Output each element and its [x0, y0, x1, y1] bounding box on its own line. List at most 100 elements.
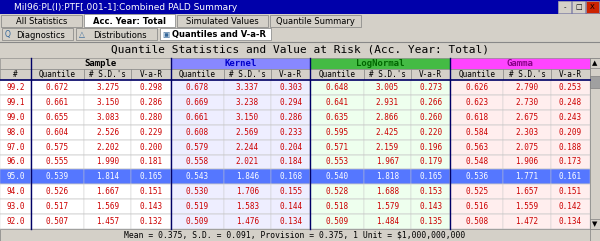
Text: 97.0: 97.0 — [6, 142, 25, 152]
Bar — [450, 95, 503, 110]
Bar — [0, 14, 600, 28]
Text: 0.253: 0.253 — [559, 83, 582, 92]
Bar — [0, 28, 600, 42]
Bar — [131, 125, 170, 140]
Bar — [84, 169, 131, 184]
Text: 0.143: 0.143 — [419, 202, 442, 211]
Text: 1.667: 1.667 — [96, 187, 119, 196]
Bar — [0, 80, 31, 95]
Text: 1.657: 1.657 — [515, 187, 539, 196]
Bar — [224, 80, 271, 95]
Text: Quantile: Quantile — [179, 70, 215, 79]
Bar — [450, 125, 503, 140]
Text: 0.604: 0.604 — [46, 128, 69, 137]
Text: 0.648: 0.648 — [325, 83, 349, 92]
Bar — [572, 1, 585, 13]
Text: 0.248: 0.248 — [559, 98, 582, 107]
Text: # S.D.'s: # S.D.'s — [509, 70, 545, 79]
Text: 0.519: 0.519 — [185, 202, 209, 211]
Bar — [170, 80, 224, 95]
Bar — [0, 0, 600, 14]
Bar — [503, 69, 551, 80]
Text: 1.818: 1.818 — [376, 172, 399, 181]
Bar — [131, 80, 170, 95]
Bar — [31, 69, 84, 80]
Text: 0.575: 0.575 — [46, 142, 69, 152]
Bar — [84, 214, 131, 229]
Text: 0.200: 0.200 — [139, 142, 163, 152]
Text: V-a-R: V-a-R — [279, 70, 302, 79]
Text: 1.906: 1.906 — [515, 157, 539, 167]
Bar — [310, 140, 364, 154]
Bar — [0, 42, 600, 58]
Bar — [310, 154, 364, 169]
Bar — [1, 15, 82, 27]
Text: 3.083: 3.083 — [96, 113, 119, 122]
Bar — [0, 199, 31, 214]
Bar — [31, 80, 84, 95]
Bar — [411, 140, 450, 154]
Bar — [310, 110, 364, 125]
Text: 2.790: 2.790 — [515, 83, 539, 92]
Bar — [170, 154, 224, 169]
Bar — [551, 199, 590, 214]
Text: 0.678: 0.678 — [185, 83, 209, 92]
Bar — [411, 184, 450, 199]
Bar — [84, 154, 131, 169]
Bar — [271, 80, 310, 95]
Bar — [224, 214, 271, 229]
Bar — [364, 154, 411, 169]
Bar — [0, 69, 31, 80]
Bar — [503, 125, 551, 140]
Bar — [450, 69, 503, 80]
Text: ▼: ▼ — [592, 221, 598, 227]
Text: 1.579: 1.579 — [376, 202, 399, 211]
Bar — [411, 110, 450, 125]
Text: Simulated Values: Simulated Values — [186, 16, 259, 26]
Text: 0.286: 0.286 — [139, 98, 163, 107]
Bar — [170, 184, 224, 199]
Text: 0.286: 0.286 — [279, 113, 302, 122]
Text: □: □ — [575, 4, 582, 10]
Text: 0.196: 0.196 — [419, 142, 442, 152]
Text: 0.179: 0.179 — [419, 157, 442, 167]
Bar — [271, 110, 310, 125]
Bar — [31, 169, 84, 184]
Bar — [170, 125, 224, 140]
Text: 0.555: 0.555 — [46, 157, 69, 167]
Text: 0.229: 0.229 — [139, 128, 163, 137]
Bar — [411, 169, 450, 184]
Text: 0.155: 0.155 — [279, 187, 302, 196]
Bar — [551, 95, 590, 110]
Bar — [450, 214, 503, 229]
Text: Mean = 0.375, S.D. = 0.091, Provision = 0.375, 1 Unit = $1,000,000,000: Mean = 0.375, S.D. = 0.091, Provision = … — [124, 230, 466, 240]
Bar — [170, 69, 224, 80]
Text: 0.151: 0.151 — [559, 187, 582, 196]
Text: 0.134: 0.134 — [559, 217, 582, 226]
Text: 93.0: 93.0 — [6, 202, 25, 211]
Text: 2.202: 2.202 — [96, 142, 119, 152]
Bar — [551, 184, 590, 199]
Text: 0.135: 0.135 — [419, 217, 442, 226]
Text: 0.204: 0.204 — [279, 142, 302, 152]
Text: Q: Q — [5, 31, 11, 40]
Bar — [310, 95, 364, 110]
Text: 0.608: 0.608 — [185, 128, 209, 137]
Bar — [450, 199, 503, 214]
Bar — [310, 184, 364, 199]
Bar — [170, 214, 224, 229]
Text: 1.569: 1.569 — [96, 202, 119, 211]
Text: 0.209: 0.209 — [559, 128, 582, 137]
Bar — [590, 58, 600, 229]
Bar — [450, 110, 503, 125]
Text: 1.771: 1.771 — [515, 172, 539, 181]
Text: 3.337: 3.337 — [236, 83, 259, 92]
Bar — [310, 214, 364, 229]
Text: 94.0: 94.0 — [6, 187, 25, 196]
Text: 3.005: 3.005 — [376, 83, 399, 92]
Bar — [590, 219, 600, 229]
Bar — [310, 125, 364, 140]
Text: # S.D.'s: # S.D.'s — [369, 70, 406, 79]
Text: Gamma: Gamma — [506, 59, 533, 68]
Text: 0.220: 0.220 — [419, 128, 442, 137]
